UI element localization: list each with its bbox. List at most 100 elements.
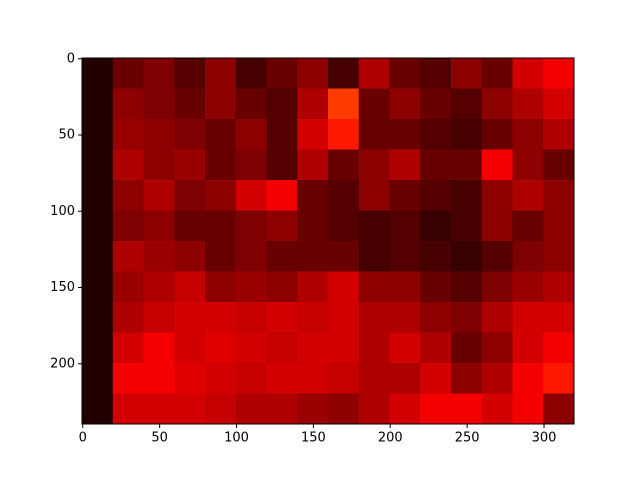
pixel <box>328 58 360 89</box>
pixel <box>143 180 175 211</box>
pixel <box>82 210 114 242</box>
pixel <box>235 302 267 333</box>
image <box>82 58 575 425</box>
pixel <box>205 271 237 303</box>
pixel <box>297 302 329 333</box>
pixel <box>543 363 575 394</box>
pixel <box>112 332 144 364</box>
pixel <box>389 180 421 211</box>
pixel <box>143 271 175 303</box>
pixel <box>543 180 575 211</box>
pixel <box>481 302 513 333</box>
pixel <box>112 393 144 425</box>
pixel <box>266 241 298 272</box>
pixel <box>451 149 483 181</box>
pixel <box>82 241 114 272</box>
pixel <box>389 271 421 303</box>
pixel <box>112 119 144 150</box>
pixel <box>358 241 390 272</box>
pixel <box>543 332 575 364</box>
pixel <box>205 302 237 333</box>
pixel <box>358 149 390 181</box>
pixel <box>481 210 513 242</box>
pixel <box>174 393 206 425</box>
pixel <box>512 210 544 242</box>
pixel <box>328 302 360 333</box>
pixel <box>512 393 544 425</box>
pixel <box>174 119 206 150</box>
pixel <box>358 271 390 303</box>
pixel <box>297 271 329 303</box>
pixel <box>82 302 114 333</box>
pixel <box>420 302 452 333</box>
pixel <box>358 363 390 394</box>
pixel <box>297 58 329 89</box>
pixel <box>543 241 575 272</box>
pixel <box>420 393 452 425</box>
y-tick-label: 100 <box>50 204 75 219</box>
pixel <box>543 271 575 303</box>
pixel <box>358 119 390 150</box>
pixel <box>174 271 206 303</box>
pixel <box>297 88 329 120</box>
pixel <box>266 88 298 120</box>
pixel <box>451 393 483 425</box>
pixel <box>389 210 421 242</box>
x-tick-label: 100 <box>224 431 249 446</box>
pixel <box>205 363 237 394</box>
pixel <box>358 332 390 364</box>
pixel <box>512 363 544 394</box>
pixel <box>543 302 575 333</box>
pixel <box>328 210 360 242</box>
y-tick-label: 0 <box>67 51 75 66</box>
pixel <box>328 149 360 181</box>
pixel <box>420 363 452 394</box>
pixel <box>389 393 421 425</box>
pixel <box>112 241 144 272</box>
pixel <box>82 149 114 181</box>
pixel <box>266 302 298 333</box>
pixel <box>174 58 206 89</box>
pixel <box>205 393 237 425</box>
pixel <box>235 119 267 150</box>
pixel <box>481 58 513 89</box>
pixel <box>481 271 513 303</box>
pixel <box>358 58 390 89</box>
pixel <box>82 58 114 89</box>
pixel <box>82 363 114 394</box>
pixel <box>235 241 267 272</box>
pixel <box>266 58 298 89</box>
pixel <box>266 180 298 211</box>
pixel <box>451 119 483 150</box>
pixel <box>389 332 421 364</box>
pixel <box>297 241 329 272</box>
x-tick-label: 300 <box>532 431 557 446</box>
pixel <box>143 149 175 181</box>
pixel <box>481 393 513 425</box>
pixel <box>266 393 298 425</box>
pixel <box>112 88 144 120</box>
axes-frame <box>81 57 575 425</box>
pixel <box>543 149 575 181</box>
pixel <box>174 180 206 211</box>
pixel <box>328 393 360 425</box>
pixel <box>174 210 206 242</box>
pixel <box>358 180 390 211</box>
pixel <box>174 363 206 394</box>
pixel <box>451 363 483 394</box>
pixel <box>512 88 544 120</box>
pixel <box>512 58 544 89</box>
pixel <box>143 302 175 333</box>
pixel <box>389 58 421 89</box>
pixel <box>512 149 544 181</box>
pixel <box>205 241 237 272</box>
pixel <box>143 88 175 120</box>
pixel <box>205 58 237 89</box>
pixel <box>451 302 483 333</box>
pixel <box>420 149 452 181</box>
pixel <box>82 119 114 150</box>
pixel <box>328 271 360 303</box>
pixel <box>543 393 575 425</box>
pixel <box>328 241 360 272</box>
